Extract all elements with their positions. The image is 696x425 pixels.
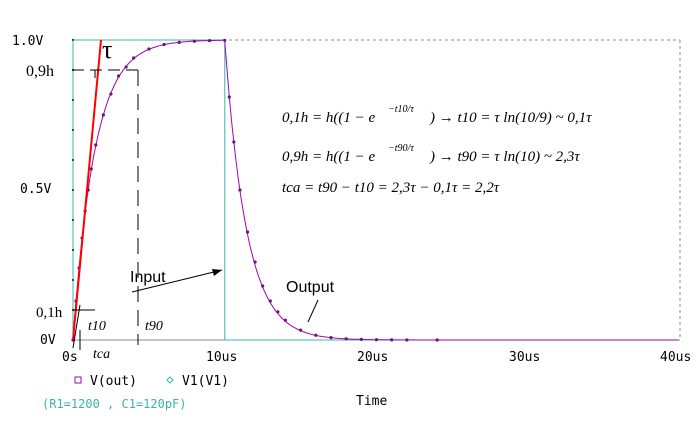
series-point-vout bbox=[227, 95, 231, 99]
series-point-vout bbox=[94, 143, 98, 147]
legend-params: (R1=1200 , C1=120pF) bbox=[42, 397, 187, 411]
series-point-vout bbox=[261, 284, 265, 288]
eq1-exp: −t10/τ bbox=[388, 104, 414, 115]
series-point-vout bbox=[283, 318, 288, 322]
series-point-vout bbox=[344, 337, 348, 341]
series-point-vout bbox=[162, 42, 166, 47]
equation-2: 0,9h = h((1 − e −t90/τ ) → t90 = τ ln(10… bbox=[282, 143, 580, 165]
eq2-exp: −t90/τ bbox=[388, 143, 414, 154]
x-tick-label: 20us bbox=[357, 350, 388, 365]
input-label: Input bbox=[130, 269, 166, 286]
tau-tangent-line bbox=[72, 39, 102, 341]
x-axis-label: Time bbox=[356, 394, 387, 409]
eq2-rhs: ) → t90 = τ ln(10) ~ 2,3τ bbox=[429, 149, 580, 165]
t10-label: t10 bbox=[88, 319, 106, 334]
input-arrowhead bbox=[212, 269, 222, 276]
series-point-vout bbox=[276, 310, 280, 314]
eq1-lhs: 0,1h = h((1 − e bbox=[282, 110, 375, 126]
y-tick-label: 0.5V bbox=[20, 182, 51, 197]
legend-label-v1: V1(V1) bbox=[182, 374, 229, 389]
x-tick-label: 10us bbox=[206, 350, 237, 365]
series-point-vout bbox=[329, 336, 333, 340]
t90-label: t90 bbox=[145, 319, 163, 334]
series-point-vout bbox=[435, 338, 439, 342]
series-point-vout bbox=[405, 338, 409, 342]
x-tick-label: 0s bbox=[62, 350, 78, 365]
series-point-vout bbox=[124, 65, 128, 69]
tca-label: tca bbox=[93, 347, 110, 362]
series-point-vout bbox=[253, 260, 257, 264]
series-point-vout bbox=[245, 230, 250, 234]
x-tick-label: 30us bbox=[509, 350, 540, 365]
series-point-vout bbox=[101, 113, 105, 117]
equation-3: tca = t90 − t10 = 2,3τ − 0,1τ = 2,2τ bbox=[282, 180, 500, 196]
construction-lines bbox=[72, 69, 140, 350]
eq1-rhs: ) → t10 = τ ln(10/9) ~ 0,1τ bbox=[429, 110, 592, 126]
x-tick-label: 40us bbox=[660, 350, 691, 365]
h01-label: 0,1h bbox=[36, 305, 63, 321]
series-point-vout bbox=[132, 56, 136, 60]
eq2-lhs: 0,9h = h((1 − e bbox=[282, 149, 375, 165]
series-point-vout bbox=[390, 338, 394, 342]
series-point-vout bbox=[207, 39, 212, 43]
series-point-vout bbox=[89, 167, 93, 171]
series-point-vout bbox=[232, 140, 236, 144]
y-tick-label: 0V bbox=[40, 333, 56, 348]
legend-label-vout: V(out) bbox=[90, 374, 137, 389]
legend-marker-v1 bbox=[166, 376, 174, 384]
series-point-vout bbox=[374, 338, 379, 342]
series-point-vout bbox=[238, 188, 242, 192]
series-point-vout bbox=[314, 333, 318, 337]
series-point-vout bbox=[223, 38, 227, 42]
equation-1: 0,1h = h((1 − e −t10/τ ) → t10 = τ ln(10… bbox=[282, 104, 592, 126]
series-point-vout bbox=[109, 92, 113, 96]
y-tick-label: 1.0V bbox=[12, 34, 43, 49]
series-point-vout bbox=[268, 299, 272, 303]
tau-label: τ bbox=[102, 35, 112, 64]
h09-label: 0,9h bbox=[26, 63, 54, 80]
series-point-vout bbox=[359, 337, 363, 341]
legend: V(out) V1(V1) (R1=1200 , C1=120pF) bbox=[42, 374, 229, 411]
series-point-vout bbox=[299, 328, 303, 332]
series-point-vout bbox=[177, 40, 181, 45]
output-pointer bbox=[307, 299, 319, 323]
series-point-vout bbox=[116, 74, 121, 78]
output-label: Output bbox=[286, 279, 335, 296]
t10-tangent-line bbox=[72, 304, 81, 349]
input-pointer bbox=[131, 269, 223, 293]
legend-marker-vout bbox=[74, 376, 82, 384]
series-point-vout bbox=[192, 39, 196, 43]
series-point-vout bbox=[147, 47, 151, 51]
